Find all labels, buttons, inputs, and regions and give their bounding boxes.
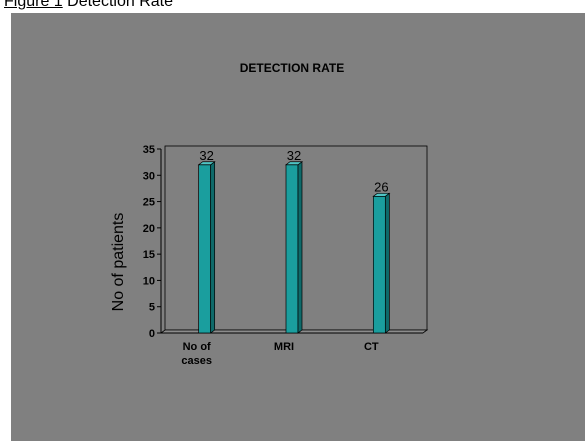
y-tick-label: 35 <box>143 144 155 156</box>
bar <box>198 164 212 334</box>
y-tick-label: 20 <box>143 223 155 235</box>
figure-caption-text: Detection Rate <box>67 0 173 10</box>
plot-area: 0 5 10 15 20 25 30 35 32 No of cases 32 MRI 26 CT <box>143 144 429 367</box>
y-axis-label: No of patients <box>110 213 127 312</box>
bar-side <box>384 192 390 334</box>
figure-number: Figure 1 <box>4 0 63 10</box>
y-tick-label: 30 <box>143 170 155 182</box>
bar-side <box>210 161 216 334</box>
data-label: 32 <box>199 148 213 163</box>
y-tick-label: 10 <box>143 275 155 287</box>
figure-caption: Figure 1 Detection Rate <box>4 0 173 11</box>
bar <box>372 195 386 334</box>
bar-chart: DETECTION RATE No of patients 0 5 10 15 20 25… <box>110 61 429 367</box>
bar-top <box>284 161 304 166</box>
bar <box>285 164 299 334</box>
x-tick-label: CT <box>364 341 379 353</box>
y-tick-label: 25 <box>143 197 155 209</box>
x-tick-label: cases <box>181 355 212 367</box>
chart-title: DETECTION RATE <box>240 61 344 75</box>
data-label: 26 <box>374 179 388 194</box>
y-tick-label: 5 <box>149 302 155 314</box>
bar-top <box>197 161 216 166</box>
chart-panel: DETECTION RATE No of patients 0 5 10 15 20 25… <box>11 13 585 441</box>
y-tick-label: 15 <box>143 249 155 261</box>
data-label: 32 <box>287 148 301 163</box>
bar-top <box>372 192 391 197</box>
y-tick-label: 0 <box>149 328 155 340</box>
x-tick-label: MRI <box>274 341 294 353</box>
bar-side <box>297 161 303 334</box>
x-tick-label: No of <box>183 341 211 353</box>
